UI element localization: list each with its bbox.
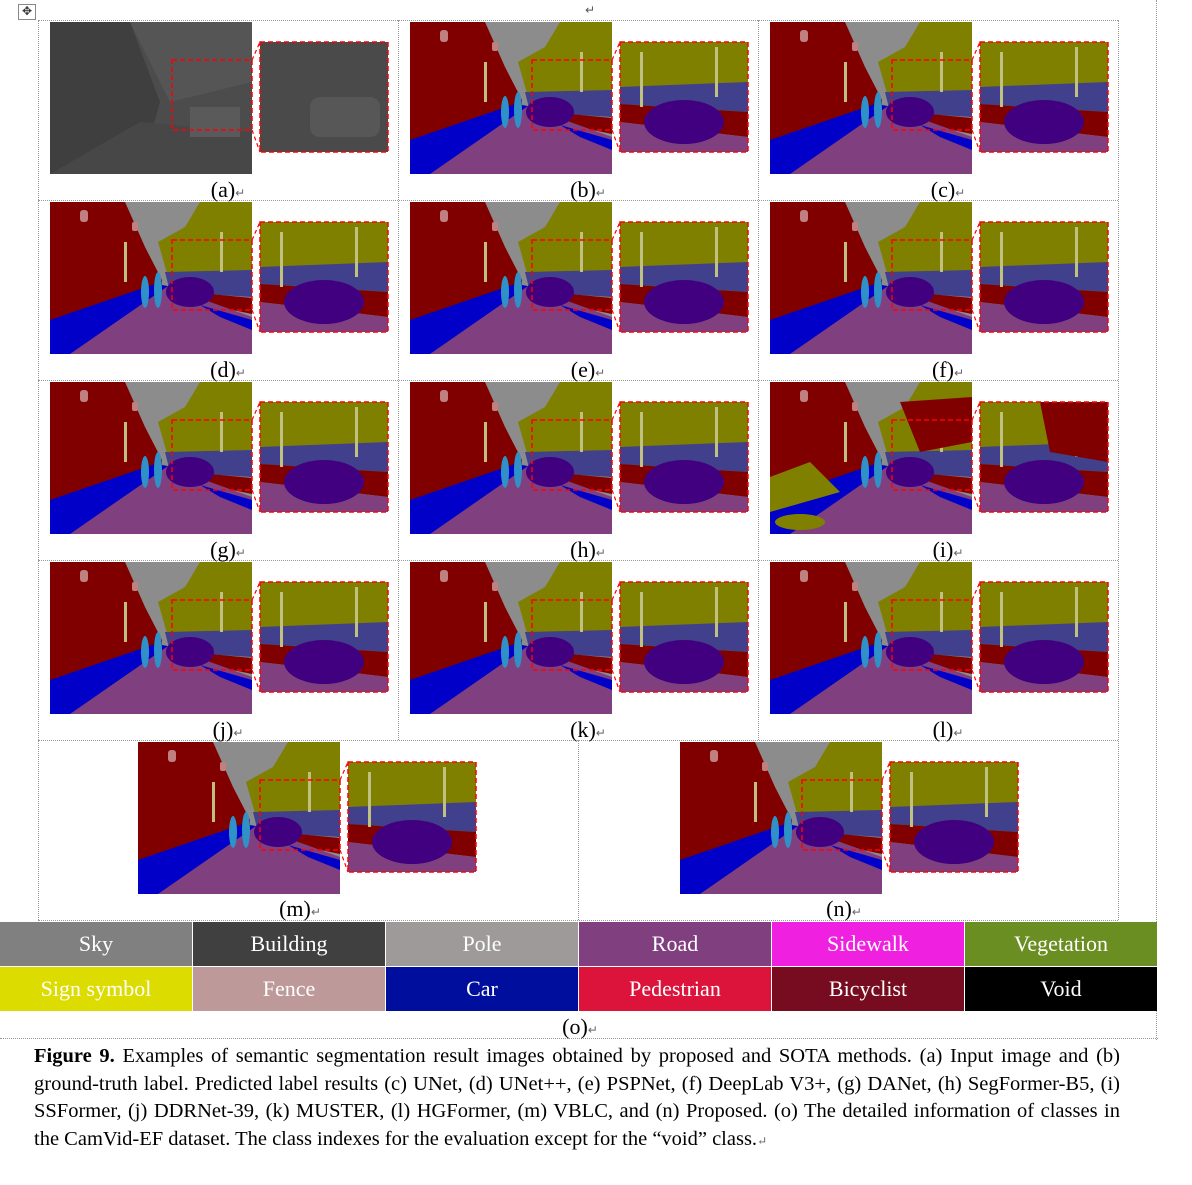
panel-label: (d): [210, 357, 236, 382]
panel-n: [680, 742, 1022, 896]
panel-i: [770, 382, 1112, 536]
panel-c: [770, 22, 1112, 176]
segmentation-image-g: [50, 382, 389, 534]
panel-caption-o: (o)↵: [562, 1014, 598, 1039]
table-border: [38, 20, 1118, 21]
panel-caption-f: (f)↵: [931, 357, 965, 382]
table-border: [38, 740, 1118, 741]
panel-f: [770, 202, 1112, 356]
legend-class-fence: Fence: [193, 967, 385, 1011]
panel-j: [50, 562, 392, 716]
panel-caption-b: (b)↵: [570, 177, 606, 202]
panel-label: (b): [570, 177, 596, 202]
legend-class-road: Road: [579, 922, 771, 966]
legend-class-void: Void: [965, 967, 1157, 1011]
panel-l: [770, 562, 1112, 716]
segmentation-image-i: [770, 382, 1109, 534]
panel-a: [50, 22, 392, 176]
paragraph-mark: ↵: [585, 3, 596, 17]
panel-caption-j: (j)↵: [212, 717, 244, 742]
segmentation-image-k: [410, 562, 749, 714]
page-edge: [1156, 0, 1157, 1040]
legend-class-sky: Sky: [0, 922, 192, 966]
table-border: [1118, 20, 1119, 920]
panel-label: (l): [932, 717, 954, 742]
segmentation-image-c: [770, 22, 1109, 174]
panel-caption-l: (l)↵: [932, 717, 964, 742]
panel-label: (c): [930, 177, 956, 202]
segmentation-image-j: [50, 562, 389, 714]
panel-caption-h: (h)↵: [570, 537, 606, 562]
segmentation-image-h: [410, 382, 749, 534]
table-border: [0, 1038, 1158, 1039]
legend-class-building: Building: [193, 922, 385, 966]
panel-e: [410, 202, 752, 356]
legend-class-vegetation: Vegetation: [965, 922, 1157, 966]
table-border: [38, 380, 1118, 381]
panel-h: [410, 382, 752, 536]
panel-label: (f): [931, 357, 954, 382]
panel-label: (n): [826, 896, 852, 921]
panel-caption-i: (i)↵: [932, 537, 964, 562]
panel-caption-g: (g)↵: [210, 537, 246, 562]
panel-g: [50, 382, 392, 536]
panel-label: (m): [279, 896, 311, 921]
panel-label: (j): [212, 717, 234, 742]
panel-label: (h): [570, 537, 596, 562]
segmentation-image-m: [138, 742, 477, 894]
segmentation-image-b: [410, 22, 749, 174]
legend-class-sign-symbol: Sign symbol: [0, 967, 192, 1011]
panel-label: (a): [210, 177, 236, 202]
figure-caption: Figure 9. Examples of semantic segmentat…: [34, 1045, 1120, 1150]
table-border: [38, 20, 39, 920]
panel-label: (e): [570, 357, 596, 382]
panel-caption-d: (d)↵: [210, 357, 246, 382]
panel-caption-e: (e)↵: [570, 357, 606, 382]
table-border: [38, 920, 1118, 921]
table-border: [578, 740, 579, 920]
figure-number: Figure 9.: [34, 1045, 115, 1067]
panel-label: (g): [210, 537, 236, 562]
legend-class-bicyclist: Bicyclist: [772, 967, 964, 1011]
legend-class-pedestrian: Pedestrian: [579, 967, 771, 1011]
segmentation-image-l: [770, 562, 1109, 714]
panel-k: [410, 562, 752, 716]
table-move-handle[interactable]: ✥: [18, 4, 36, 20]
panel-b: [410, 22, 752, 176]
segmentation-image-n: [680, 742, 1019, 894]
panel-caption-a: (a)↵: [210, 177, 246, 202]
panel-label: (k): [570, 717, 596, 742]
panel-m: [138, 742, 480, 896]
segmentation-image-d: [50, 202, 389, 354]
caption-text: Examples of semantic segmentation result…: [34, 1045, 1120, 1150]
segmentation-image-f: [770, 202, 1109, 354]
legend-class-car: Car: [386, 967, 578, 1011]
panel-label: (i): [932, 537, 954, 562]
legend-class-sidewalk: Sidewalk: [772, 922, 964, 966]
legend-class-pole: Pole: [386, 922, 578, 966]
segmentation-image-e: [410, 202, 749, 354]
table-border: [38, 200, 1118, 201]
panel-d: [50, 202, 392, 356]
panel-caption-m: (m)↵: [279, 896, 321, 921]
panel-caption-k: (k)↵: [570, 717, 606, 742]
segmentation-image-a: [50, 22, 389, 174]
panel-caption-n: (n)↵: [826, 896, 862, 921]
table-border: [38, 560, 1118, 561]
panel-caption-c: (c)↵: [930, 177, 966, 202]
